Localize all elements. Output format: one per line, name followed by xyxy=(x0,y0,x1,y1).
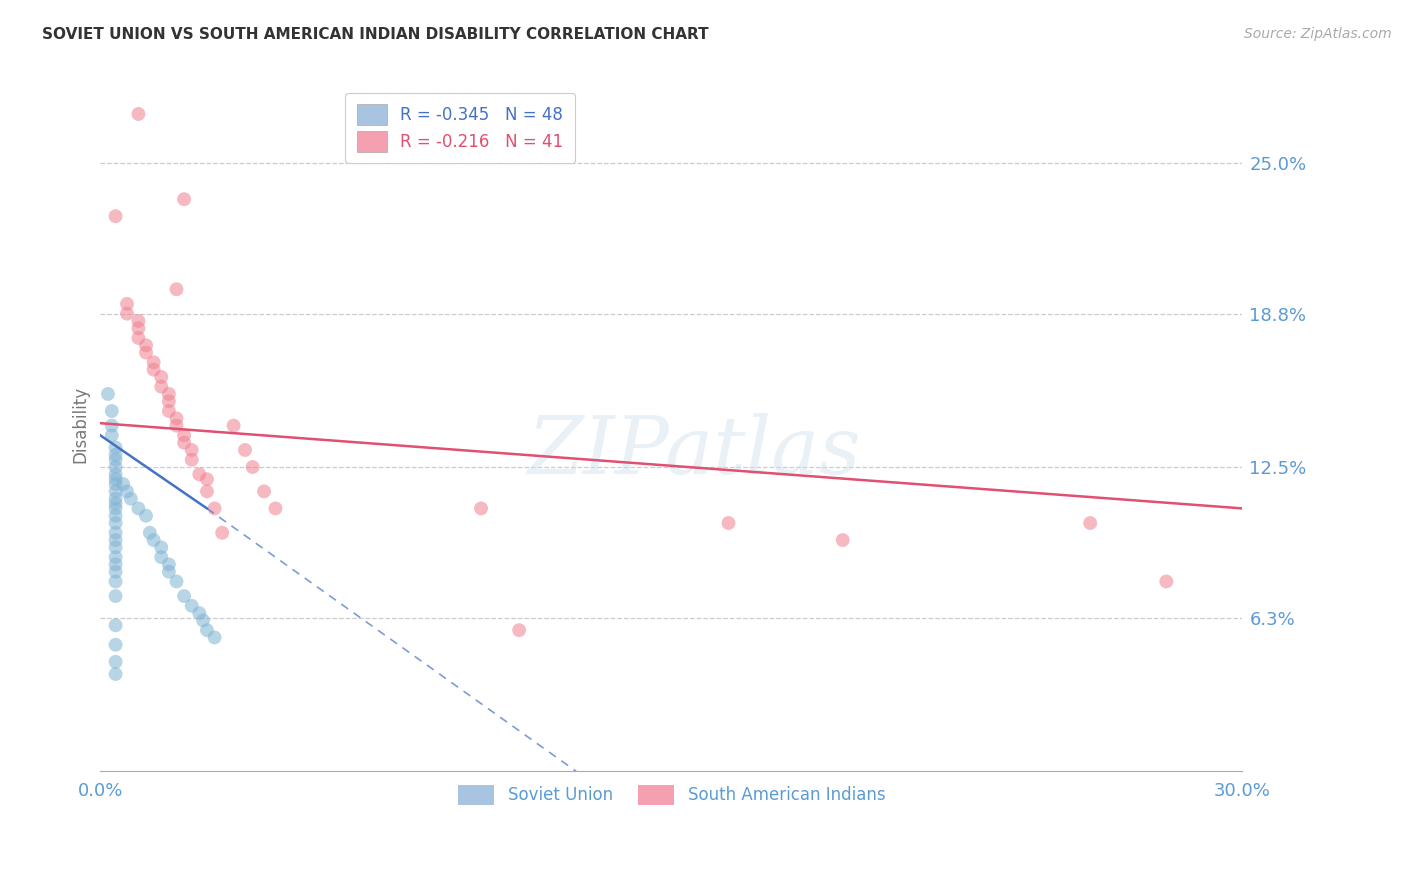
Point xyxy=(180,452,202,467)
Point xyxy=(104,448,127,462)
Point xyxy=(104,589,127,603)
Point xyxy=(1078,516,1101,530)
Text: ZIPatlas: ZIPatlas xyxy=(527,413,860,491)
Point xyxy=(104,533,127,547)
Point xyxy=(253,484,276,499)
Point xyxy=(150,379,173,393)
Point xyxy=(195,484,218,499)
Point xyxy=(157,565,180,579)
Point xyxy=(115,297,138,311)
Point xyxy=(139,525,162,540)
Point xyxy=(135,338,157,352)
Point xyxy=(470,501,492,516)
Point xyxy=(115,484,138,499)
Point xyxy=(204,631,226,645)
Point xyxy=(508,623,530,637)
Point xyxy=(104,209,127,223)
Point xyxy=(127,331,149,345)
Point xyxy=(104,516,127,530)
Point xyxy=(100,418,122,433)
Point xyxy=(104,655,127,669)
Point xyxy=(135,508,157,523)
Point xyxy=(104,452,127,467)
Point xyxy=(717,516,740,530)
Point xyxy=(104,497,127,511)
Point xyxy=(104,525,127,540)
Point xyxy=(135,345,157,359)
Point xyxy=(104,441,127,455)
Point xyxy=(195,623,218,637)
Point xyxy=(222,418,245,433)
Point xyxy=(233,442,256,457)
Point xyxy=(97,387,120,401)
Point xyxy=(115,307,138,321)
Point xyxy=(127,314,149,328)
Point xyxy=(188,606,211,620)
Point xyxy=(142,533,165,547)
Point xyxy=(173,435,195,450)
Legend: Soviet Union, South American Indians: Soviet Union, South American Indians xyxy=(447,775,896,815)
Point xyxy=(180,599,202,613)
Point xyxy=(104,618,127,632)
Point xyxy=(120,491,142,506)
Point xyxy=(1156,574,1178,589)
Point xyxy=(204,501,226,516)
Point xyxy=(173,192,195,206)
Point xyxy=(104,472,127,486)
Point xyxy=(104,501,127,516)
Point xyxy=(166,282,188,296)
Point xyxy=(104,508,127,523)
Point xyxy=(157,394,180,409)
Point xyxy=(100,428,122,442)
Point xyxy=(188,467,211,482)
Point xyxy=(191,614,214,628)
Point xyxy=(166,418,188,433)
Point xyxy=(127,501,149,516)
Point xyxy=(127,107,149,121)
Point xyxy=(173,428,195,442)
Point xyxy=(831,533,853,547)
Text: Source: ZipAtlas.com: Source: ZipAtlas.com xyxy=(1244,27,1392,41)
Point xyxy=(104,667,127,681)
Point xyxy=(150,541,173,555)
Point xyxy=(157,404,180,418)
Point xyxy=(173,589,195,603)
Point xyxy=(157,387,180,401)
Point xyxy=(112,477,135,491)
Point xyxy=(104,467,127,482)
Point xyxy=(166,411,188,425)
Point xyxy=(195,472,218,486)
Point xyxy=(127,321,149,335)
Point xyxy=(104,541,127,555)
Point xyxy=(166,574,188,589)
Point xyxy=(104,460,127,475)
Point xyxy=(104,484,127,499)
Y-axis label: Disability: Disability xyxy=(72,386,89,463)
Point xyxy=(104,638,127,652)
Point xyxy=(157,558,180,572)
Point xyxy=(180,442,202,457)
Text: SOVIET UNION VS SOUTH AMERICAN INDIAN DISABILITY CORRELATION CHART: SOVIET UNION VS SOUTH AMERICAN INDIAN DI… xyxy=(42,27,709,42)
Point xyxy=(242,460,264,475)
Point xyxy=(104,565,127,579)
Point xyxy=(211,525,233,540)
Point xyxy=(142,355,165,369)
Point xyxy=(150,370,173,384)
Point xyxy=(104,477,127,491)
Point xyxy=(150,550,173,565)
Point xyxy=(142,362,165,376)
Point xyxy=(104,574,127,589)
Point xyxy=(104,558,127,572)
Point xyxy=(264,501,287,516)
Point xyxy=(100,404,122,418)
Point xyxy=(104,491,127,506)
Point xyxy=(104,550,127,565)
